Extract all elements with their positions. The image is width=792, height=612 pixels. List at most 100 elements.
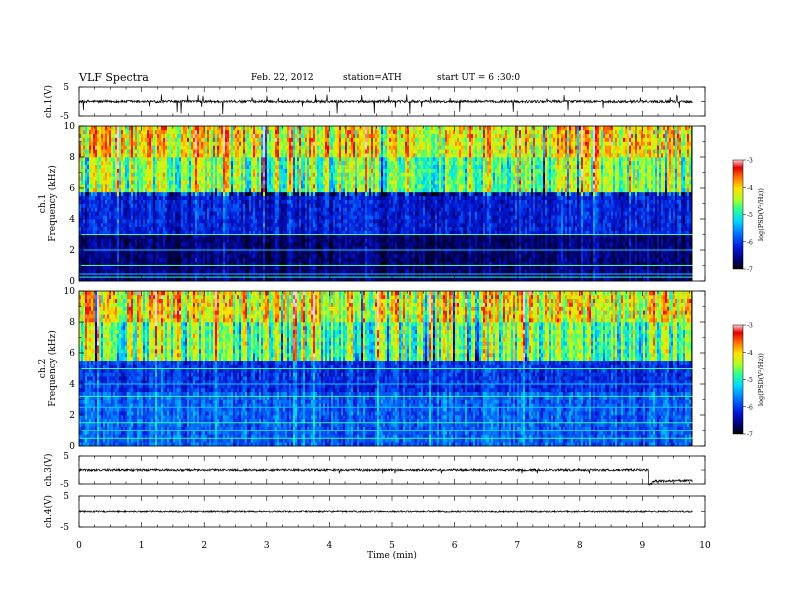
ch1-spectrogram-cell xyxy=(95,173,97,177)
ch1-spectrogram-cell xyxy=(115,223,117,227)
ch1-spectrogram-cell xyxy=(101,258,103,262)
ch1-spectrogram-cell xyxy=(117,157,119,161)
ch1-spectrogram-cell xyxy=(107,188,109,192)
ch1-spectrogram-cell xyxy=(99,215,101,219)
ch1-spectrogram-cell xyxy=(95,134,97,138)
ch1-spectrogram-cell xyxy=(85,211,87,215)
ch1-spectrogram-cell xyxy=(127,207,129,211)
ch1-spectrogram-cell xyxy=(125,165,127,169)
ch1-spectrogram-cell xyxy=(123,200,125,204)
ch1-spectrogram-cell xyxy=(117,180,119,184)
ch1-spectrogram-cell xyxy=(89,258,91,262)
ch1-spectrogram-cell xyxy=(125,173,127,177)
ch1-spectrogram-cell xyxy=(133,161,135,165)
ch1-spectrogram-cell xyxy=(89,126,91,130)
ch1-spectrogram-cell xyxy=(105,165,107,169)
ch1-spectrogram-cell xyxy=(127,145,129,149)
ch1-spectrogram-cell xyxy=(115,153,117,157)
ch1-spectrogram-cell xyxy=(127,196,129,200)
ch1-spectrogram-cell xyxy=(123,130,125,134)
ch1-spectrogram-cell xyxy=(93,173,95,177)
ch1-spectrogram-cell xyxy=(119,238,121,242)
ch1-spectrogram-cell xyxy=(129,165,131,169)
ch1-spectrogram-cell xyxy=(97,242,99,246)
ch1-spectrogram-cell xyxy=(109,157,111,161)
ch1-spectrogram-cell xyxy=(89,200,91,204)
ch1-spectrogram-cell xyxy=(125,227,127,231)
ch1-spectrogram-cell xyxy=(119,184,121,188)
ch1-spectrogram-cell xyxy=(101,238,103,242)
ch1-spectrogram-cell xyxy=(103,200,105,204)
ch1-spectrogram-cell xyxy=(135,161,137,165)
ch1-spectrogram-cell xyxy=(87,180,89,184)
ch1-spectrogram-cell xyxy=(83,134,85,138)
vlf-spectra-figure: 5-5ch.1(V)5-5ch.3(V)5-5ch.4(V)0246810ch.… xyxy=(0,0,792,612)
ch1-spectrogram-cell xyxy=(95,211,97,215)
ch1-spectrogram-cell xyxy=(83,266,85,270)
ch1-spectrogram-cell xyxy=(121,192,123,196)
ch1-spectrogram-cell xyxy=(113,207,115,211)
ch1-spectrogram-cell xyxy=(99,254,101,258)
ch1-spectrogram-cell xyxy=(133,227,135,231)
ch1-spectrogram-cell xyxy=(107,176,109,180)
ch1-spectrogram-cell xyxy=(131,184,133,188)
ch1-spectrogram-cell xyxy=(117,215,119,219)
ch1-spectrogram-cell xyxy=(133,130,135,134)
ch1-spectrogram-cell xyxy=(113,138,115,142)
ch1-spectrogram-cell xyxy=(95,184,97,188)
ch1-spectrogram-cell xyxy=(105,223,107,227)
ch1-spectrogram-cell xyxy=(111,192,113,196)
ch1-spectrogram-cell xyxy=(81,188,83,192)
ch1-spectrogram-cell xyxy=(127,180,129,184)
ch1-spectrogram-cell xyxy=(91,219,93,223)
ch1-spectrogram-cell xyxy=(127,130,129,134)
ch1-spectrogram-cell xyxy=(95,188,97,192)
ch1-spectrogram-cell xyxy=(133,235,135,239)
ch1-spectrogram-cell xyxy=(123,192,125,196)
ch1-spectrogram-cell xyxy=(91,145,93,149)
ch1-spectrogram-cell xyxy=(93,211,95,215)
ch1-spectrogram-cell xyxy=(87,142,89,146)
ch1-spectrogram-cell xyxy=(93,184,95,188)
ch1-spectrogram-cell xyxy=(119,130,121,134)
ch1-spectrogram-cell xyxy=(87,161,89,165)
ch1-spectrogram-cell xyxy=(117,196,119,200)
ch1-spectrogram-cell xyxy=(113,258,115,262)
ch1-spectrogram-cell xyxy=(107,184,109,188)
ch1-spectrogram-cell xyxy=(111,145,113,149)
ch1-spectrogram-cell xyxy=(95,258,97,262)
ch1-spectrogram-cell xyxy=(121,169,123,173)
ch1-spectrogram-cell xyxy=(111,200,113,204)
ch1-spectrogram-cell xyxy=(125,169,127,173)
ch1-spectrogram-cell xyxy=(89,153,91,157)
ch1-spectrogram-cell xyxy=(115,250,117,254)
ch1-spectrogram-cell xyxy=(83,238,85,242)
ch1-spectrogram-cell xyxy=(131,235,133,239)
ch1-spectrogram-cell xyxy=(115,196,117,200)
ch1-spectrogram-cell xyxy=(89,165,91,169)
ch1-spectrogram-cell xyxy=(101,176,103,180)
ch1-spectrogram-cell xyxy=(121,207,123,211)
ch1-spectrogram-cell xyxy=(109,165,111,169)
ch1-spectrogram-cell xyxy=(121,149,123,153)
ch1-spectrogram-cell xyxy=(125,204,127,208)
ch1-spectrogram-cell xyxy=(117,254,119,258)
ch1-spectrogram-cell xyxy=(93,161,95,165)
ch1-spectrogram-cell xyxy=(133,223,135,227)
ch1-spectrogram-cell xyxy=(127,153,129,157)
ch1-spectrogram-cell xyxy=(129,266,131,270)
ch1-spectrogram-cell xyxy=(87,269,89,273)
ch1-spectrogram-cell xyxy=(113,173,115,177)
ch1-spectrogram-cell xyxy=(111,250,113,254)
ch1-spectrogram-cell xyxy=(135,138,137,142)
ch1-spectrogram-cell xyxy=(83,176,85,180)
ch1-spectrogram-cell xyxy=(99,266,101,270)
ch1-spectrogram-cell xyxy=(121,235,123,239)
ch1-spectrogram-cell xyxy=(93,180,95,184)
ch1-spectrogram-cell xyxy=(95,254,97,258)
ch1-spectrogram-cell xyxy=(95,192,97,196)
waveform-ch3-waveform xyxy=(79,469,692,485)
ch1-spectrogram-cell xyxy=(131,165,133,169)
ch1-spectrogram-cell xyxy=(89,192,91,196)
ch1-spectrogram-cell xyxy=(81,173,83,177)
